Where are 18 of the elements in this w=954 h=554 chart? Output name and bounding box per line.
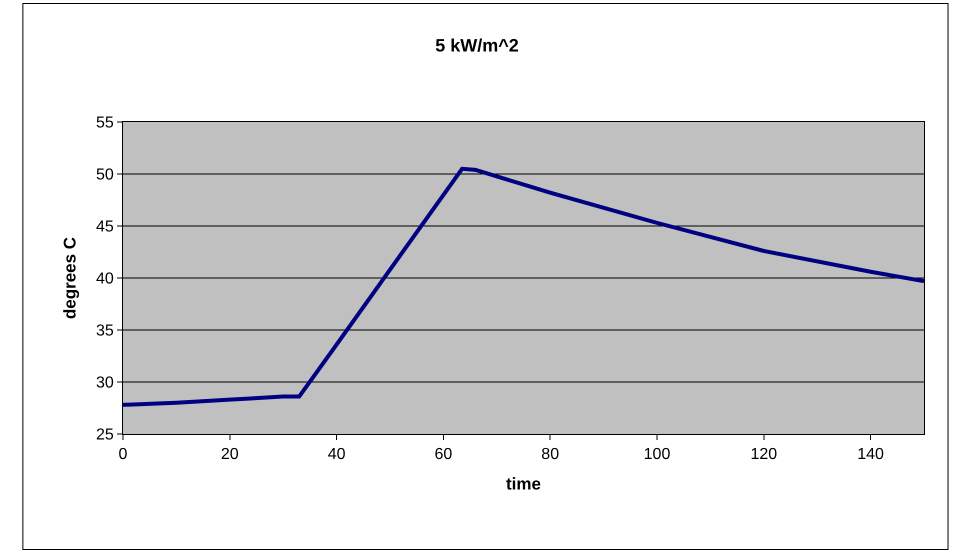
x-tick-label: 80 xyxy=(541,446,560,464)
x-tick-label: 120 xyxy=(750,446,778,464)
y-tick-label: 45 xyxy=(96,218,114,236)
y-tick-label: 30 xyxy=(96,374,114,392)
x-tick-label: 40 xyxy=(328,446,346,464)
y-tick-label: 40 xyxy=(96,270,114,288)
x-tick-label: 0 xyxy=(118,446,128,464)
y-tick-label: 35 xyxy=(96,322,114,340)
x-tick-label: 20 xyxy=(220,446,239,464)
x-tick-label: 140 xyxy=(857,446,884,464)
y-tick-label: 25 xyxy=(96,426,114,444)
y-tick-label: 50 xyxy=(96,166,114,184)
x-axis-title: time xyxy=(506,474,541,494)
chart-title: 5 kW/m^2 xyxy=(435,35,519,56)
x-tick-label: 60 xyxy=(434,446,452,464)
y-tick-label: 55 xyxy=(96,114,114,132)
y-axis-title: degrees C xyxy=(60,236,80,320)
x-tick-label: 100 xyxy=(644,446,670,464)
